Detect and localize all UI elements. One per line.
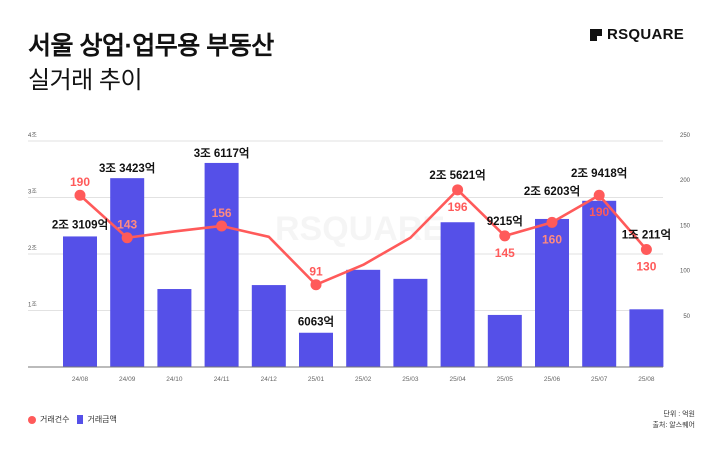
count-point [593, 189, 605, 201]
count-value-label: 156 [212, 206, 232, 220]
count-point [310, 279, 322, 291]
bar-value-label: 3조 6117억 [194, 147, 250, 160]
bar [393, 278, 428, 367]
x-axis-tick: 24/11 [214, 376, 230, 383]
right-axis-tick: 100 [680, 269, 691, 275]
x-axis-tick: 25/05 [497, 376, 514, 383]
bar [346, 269, 381, 367]
bar-value-label: 3조 3423억 [99, 162, 155, 175]
count-point [640, 243, 652, 255]
x-axis-tick: 24/08 [72, 376, 89, 383]
bar-value-label: 1조 211억 [622, 228, 671, 241]
bar [629, 309, 664, 367]
legend-amount-label: 거래금액 [87, 415, 117, 424]
bar [204, 162, 239, 367]
left-axis-tick: 1조 [28, 302, 37, 309]
logo-text: RSQUARE [607, 26, 685, 43]
legend-item-count: 거래건수 [28, 414, 69, 425]
bar-value-label: 6063억 [298, 316, 334, 329]
bar [487, 314, 522, 367]
count-value-label: 160 [542, 232, 562, 246]
logo-mark-icon [590, 28, 602, 41]
circle-icon [28, 415, 36, 424]
square-icon [77, 415, 84, 424]
x-axis-tick: 24/10 [166, 376, 183, 383]
x-axis-tick: 25/06 [544, 376, 561, 383]
count-value-label: 190 [70, 175, 90, 189]
right-axis-tick: 200 [680, 178, 691, 184]
chart-subtitle: 실거래 추이 [28, 67, 143, 94]
right-axis-tick: 50 [683, 314, 690, 320]
legend-item-amount: 거래금액 [77, 414, 117, 425]
chart-notes: 단위 : 억원 출처: 알스퀘어 [652, 409, 695, 431]
x-axis-tick: 25/02 [355, 376, 372, 383]
legend-count-label: 거래건수 [40, 415, 70, 424]
x-axis-tick: 25/01 [308, 376, 325, 383]
bar-value-label: 2조 3109억 [52, 218, 108, 231]
count-point [546, 216, 558, 228]
bar-value-label: 2조 6203억 [524, 185, 580, 198]
count-point [452, 184, 464, 196]
watermark: RSQUARE [275, 210, 445, 248]
left-axis-tick: 2조 [28, 245, 37, 252]
source-note: 출처: 알스퀘어 [652, 422, 695, 429]
left-axis-tick: 4조 [28, 132, 37, 139]
bar [251, 285, 286, 367]
bar [582, 200, 617, 367]
bar [440, 222, 475, 367]
chart-title: 서울 상업·업무용 부동산 [28, 32, 274, 60]
count-value-label: 196 [448, 200, 468, 214]
x-axis-tick: 25/04 [449, 376, 466, 383]
x-axis-tick: 24/12 [261, 376, 278, 383]
bar [63, 236, 97, 367]
bar [535, 218, 569, 367]
count-value-label: 130 [636, 259, 656, 273]
legend: 거래건수 거래금액 [28, 414, 117, 425]
x-axis-tick: 25/07 [591, 376, 608, 383]
right-axis-tick: 250 [680, 133, 691, 139]
bar-value-label: 9215억 [487, 215, 523, 228]
x-axis-tick: 25/08 [638, 376, 655, 383]
count-value-label: 190 [589, 205, 609, 219]
x-axis-tick: 25/03 [402, 376, 419, 383]
x-axis-tick: 24/09 [119, 376, 136, 383]
count-point [499, 230, 511, 242]
bar-value-label: 2조 5621억 [429, 169, 485, 182]
count-value-label: 143 [117, 218, 137, 232]
bar [157, 289, 192, 367]
bar-value-label: 2조 9418억 [571, 167, 627, 180]
bar [299, 332, 333, 367]
count-point [216, 220, 228, 232]
count-point [121, 232, 133, 244]
count-value-label: 91 [309, 265, 323, 279]
rsquare-logo: RSQUARE [590, 26, 684, 43]
left-axis-tick: 3조 [28, 189, 37, 196]
bar [110, 178, 145, 367]
right-axis-tick: 150 [680, 223, 691, 229]
count-value-label: 145 [495, 246, 515, 260]
count-point [74, 189, 86, 201]
unit-note: 단위 : 억원 [663, 411, 695, 418]
